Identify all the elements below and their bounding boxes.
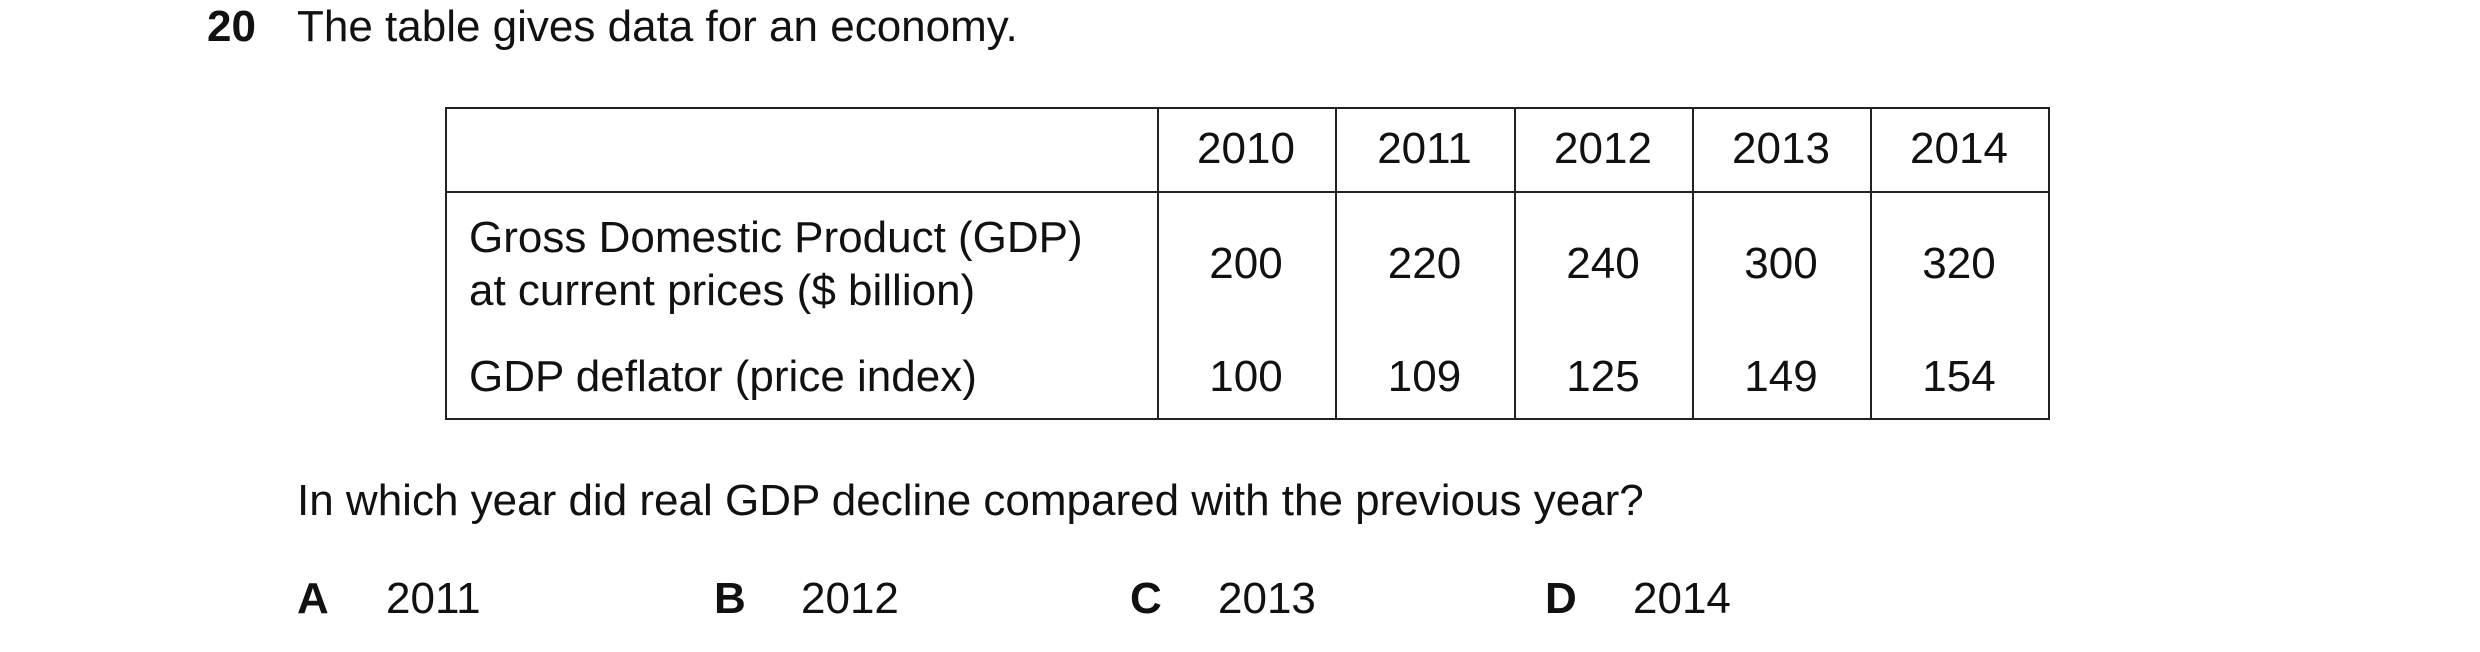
option-letter: A bbox=[297, 574, 329, 623]
cell-value: 200 bbox=[1209, 239, 1283, 288]
cell-value: 154 bbox=[1922, 352, 1996, 401]
option-text: 2014 bbox=[1633, 574, 1731, 623]
row-label: Gross Domestic Product (GDP) bbox=[469, 213, 1083, 262]
cell-value: 240 bbox=[1566, 239, 1640, 288]
option-letter: B bbox=[714, 574, 746, 623]
table-border bbox=[1870, 107, 1872, 418]
option-letter: D bbox=[1545, 574, 1577, 623]
table-border bbox=[1157, 107, 1159, 418]
cell-value: 100 bbox=[1209, 352, 1283, 401]
table-border bbox=[1335, 107, 1337, 418]
option-text: 2011 bbox=[386, 574, 481, 623]
row-label: at current prices ($ billion) bbox=[469, 266, 976, 315]
prompt: In which year did real GDP decline compa… bbox=[297, 476, 1644, 525]
table-border bbox=[445, 107, 447, 418]
cell-value: 149 bbox=[1744, 352, 1818, 401]
option-text: 2013 bbox=[1218, 574, 1316, 623]
cell-value: 125 bbox=[1566, 352, 1640, 401]
row-label: GDP deflator (price index) bbox=[469, 352, 977, 401]
column-header: 2012 bbox=[1554, 124, 1652, 173]
cell-value: 320 bbox=[1922, 239, 1996, 288]
table-border bbox=[2048, 107, 2050, 418]
column-header: 2013 bbox=[1732, 124, 1830, 173]
table-border bbox=[1514, 107, 1516, 418]
question-number: 20 bbox=[207, 2, 256, 51]
question-text: The table gives data for an economy. bbox=[297, 2, 1018, 51]
cell-value: 300 bbox=[1744, 239, 1818, 288]
option-text: 2012 bbox=[801, 574, 899, 623]
column-header: 2011 bbox=[1377, 124, 1472, 173]
table-border bbox=[445, 107, 2048, 109]
table-border bbox=[445, 191, 2048, 193]
column-header: 2014 bbox=[1910, 124, 2008, 173]
table-border bbox=[1692, 107, 1694, 418]
option-letter: C bbox=[1130, 574, 1162, 623]
column-header: 2010 bbox=[1197, 124, 1295, 173]
cell-value: 109 bbox=[1387, 352, 1462, 401]
table-border bbox=[445, 418, 2050, 420]
cell-value: 220 bbox=[1387, 239, 1462, 288]
